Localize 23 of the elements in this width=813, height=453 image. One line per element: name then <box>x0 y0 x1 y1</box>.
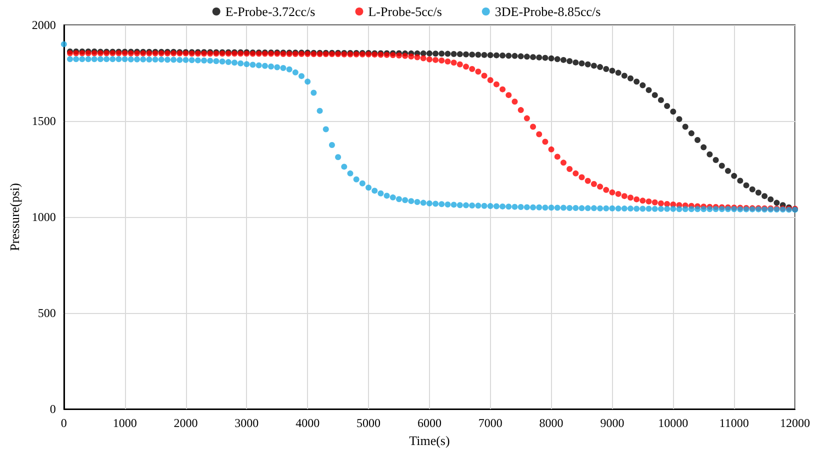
x-tick-label: 4000 <box>296 416 320 430</box>
y-tick-label: 0 <box>50 402 56 416</box>
y-axis-title: Pressure(psi) <box>7 183 22 251</box>
x-tick-label: 10000 <box>658 416 688 430</box>
x-tick-label: 11000 <box>719 416 749 430</box>
x-tick-label: 12000 <box>780 416 810 430</box>
y-tick-label: 500 <box>38 306 56 320</box>
x-tick-label: 8000 <box>539 416 564 430</box>
x-tick-label: 5000 <box>356 416 381 430</box>
x-tick-label: 3000 <box>234 416 259 430</box>
x-tick-label: 9000 <box>600 416 624 430</box>
y-tick-label: 1500 <box>32 114 56 128</box>
x-tick-label: 2000 <box>174 416 198 430</box>
x-tick-label: 1000 <box>112 416 137 430</box>
legend-label: E-Probe-3.72cc/s <box>225 4 316 19</box>
x-tick-label: 7000 <box>478 416 502 430</box>
x-tick-label: 0 <box>60 416 67 430</box>
y-tick-label: 2000 <box>32 18 56 32</box>
y-tick-label: 1000 <box>32 210 56 224</box>
x-tick-label: 6000 <box>417 416 442 430</box>
legend-label: 3DE-Probe-8.85cc/s <box>494 4 601 19</box>
x-axis-title: Time(s) <box>409 432 450 448</box>
legend-label: L-Probe-5cc/s <box>368 4 442 19</box>
